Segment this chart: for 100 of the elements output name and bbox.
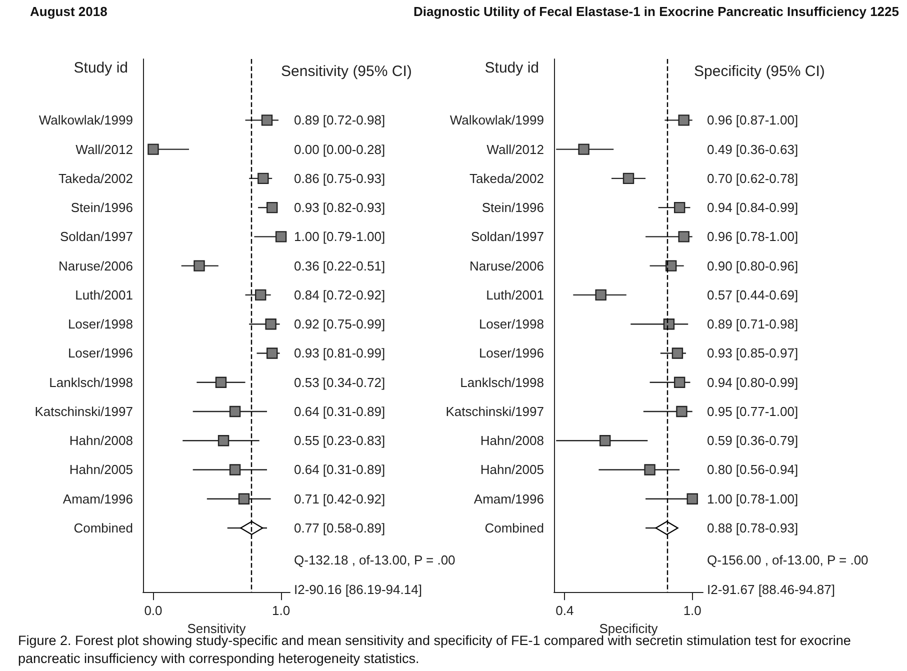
x-tick-label: 0.0 [144, 603, 162, 618]
y-tick-label: Lanklsch/1998 [460, 374, 544, 390]
data-label: 0.55 [0.23-0.83] [294, 433, 386, 448]
y-tick-label: Hahn/2005 [480, 462, 544, 478]
data-label: 0.84 [0.72-0.92] [294, 287, 386, 302]
data-label: 0.93 [0.85-0.97] [707, 346, 798, 361]
data-label: 0.93 [0.82-0.93] [294, 200, 386, 216]
y-tick-label: Luth/2001 [75, 287, 133, 302]
data-label: 0.64 [0.31-0.89] [294, 404, 386, 419]
data-label: 0.36 [0.22-0.51] [294, 258, 386, 274]
x-tick-label: 1.0 [683, 603, 702, 618]
data-label: 0.70 [0.62-0.78] [707, 170, 798, 186]
y-tick-label: Loser/1998 [478, 316, 544, 332]
point [595, 289, 606, 301]
y-tick-label: Hahn/2008 [480, 433, 544, 448]
text: Q-132.18 , of-13.00, P = .00 [294, 552, 456, 568]
data-label: 0.57 [0.44-0.69] [707, 287, 798, 302]
y-tick-label: Loser/1996 [68, 346, 133, 361]
point [258, 172, 269, 184]
point [238, 493, 250, 504]
point [674, 376, 686, 388]
point [148, 144, 159, 155]
point [218, 435, 230, 446]
data-label: 1.00 [0.79-1.00] [294, 229, 386, 244]
y-tick-label: Katschinski/1997 [446, 404, 544, 419]
y-tick-label: Soldan/1997 [470, 229, 544, 244]
data-label: 0.89 [0.71-0.98] [707, 316, 798, 332]
data-label: 0.80 [0.56-0.94] [707, 462, 798, 478]
point [266, 202, 278, 214]
data-label: 0.71 [0.42-0.92] [294, 491, 386, 506]
data-label: 0.53 [0.34-0.72] [294, 374, 386, 390]
data-label: 1.00 [0.78-1.00] [707, 491, 798, 506]
data-label: 0.89 [0.72-0.98] [294, 112, 386, 128]
text: Sensitivity (95% CI) [281, 63, 412, 80]
data-label: 0.64 [0.31-0.89] [294, 462, 386, 478]
y-tick-label: Wall/2012 [76, 142, 133, 157]
y-tick-label: Soldan/1997 [60, 229, 133, 244]
point [644, 464, 656, 476]
y-tick-label: Stein/1996 [70, 200, 133, 216]
y-tick-label: Combined [74, 520, 133, 536]
point [266, 348, 278, 359]
data-label: 0.88 [0.78-0.93] [707, 520, 798, 536]
text: I2-90.16 [86.19-94.14] [294, 582, 422, 598]
data-label: 0.77 [0.58-0.89] [294, 520, 386, 536]
y-tick-label: Hahn/2005 [69, 462, 133, 478]
data-label: 0.94 [0.84-0.99] [707, 200, 798, 216]
point [676, 406, 688, 418]
text: I2-91.67 [88.46-94.87] [707, 582, 835, 598]
y-tick-label: Combined [484, 520, 544, 536]
point [665, 260, 677, 272]
y-tick-label: Takeda/2002 [58, 170, 133, 186]
y-tick-label: Takeda/2002 [470, 170, 544, 186]
x-axis-title: Sensitivity [187, 621, 246, 636]
data-label: 0.95 [0.77-1.00] [707, 404, 798, 419]
data-label: 0.49 [0.36-0.63] [707, 142, 798, 157]
x-axis-title: Specificity [599, 621, 658, 636]
y-axis-title: Study id [484, 60, 539, 76]
text: Diagnostic Utility of Fecal Elastase-1 in Exocrine Pancreatic Insufficiency 1225 [413, 4, 899, 19]
y-tick-label: Amam/1996 [62, 491, 133, 506]
y-tick-label: Amam/1996 [474, 491, 544, 506]
text: Q-156.00 , of-13.00, P = .00 [707, 552, 868, 568]
y-tick-label: Walkowlak/1999 [450, 112, 544, 128]
data-label: 0.59 [0.36-0.79] [707, 433, 798, 448]
point [229, 406, 241, 418]
point [261, 114, 273, 126]
data-label: 0.93 [0.81-0.99] [294, 346, 386, 361]
point [215, 376, 227, 388]
point [622, 172, 634, 184]
y-tick-label: Hahn/2008 [69, 433, 133, 448]
y-tick-label: Loser/1996 [478, 346, 544, 361]
y-tick-label: Naruse/2006 [470, 258, 544, 274]
point [663, 318, 675, 330]
point [674, 202, 686, 214]
y-tick-label: Naruse/2006 [58, 258, 133, 274]
y-tick-label: Luth/2001 [486, 287, 544, 302]
point [255, 289, 266, 301]
y-tick-label: Stein/1996 [482, 200, 544, 216]
data-label: 0.00 [0.00-0.28] [294, 142, 386, 157]
point [678, 231, 690, 242]
point [194, 260, 205, 272]
y-tick-label: Wall/2012 [486, 142, 544, 157]
point [578, 144, 590, 155]
data-label: 0.86 [0.75-0.93] [294, 170, 386, 186]
point [686, 493, 698, 504]
y-tick-label: Walkowlak/1999 [38, 112, 133, 128]
y-tick-label: Katschinski/1997 [34, 404, 133, 419]
point [275, 231, 287, 242]
data-label: 0.96 [0.87-1.00] [707, 112, 798, 128]
data-label: 0.96 [0.78-1.00] [707, 229, 798, 244]
point [229, 464, 241, 476]
data-label: 0.94 [0.80-0.99] [707, 374, 798, 390]
text: Specificity (95% CI) [694, 63, 825, 80]
y-tick-label: Lanklsch/1998 [49, 374, 133, 390]
text: August 2018 [30, 4, 108, 19]
point [678, 114, 690, 126]
x-tick-label: 0.4 [556, 603, 574, 618]
point [265, 318, 276, 330]
y-axis-title: Study id [74, 60, 128, 76]
x-tick-label: 1.0 [272, 603, 290, 618]
point [672, 348, 684, 359]
